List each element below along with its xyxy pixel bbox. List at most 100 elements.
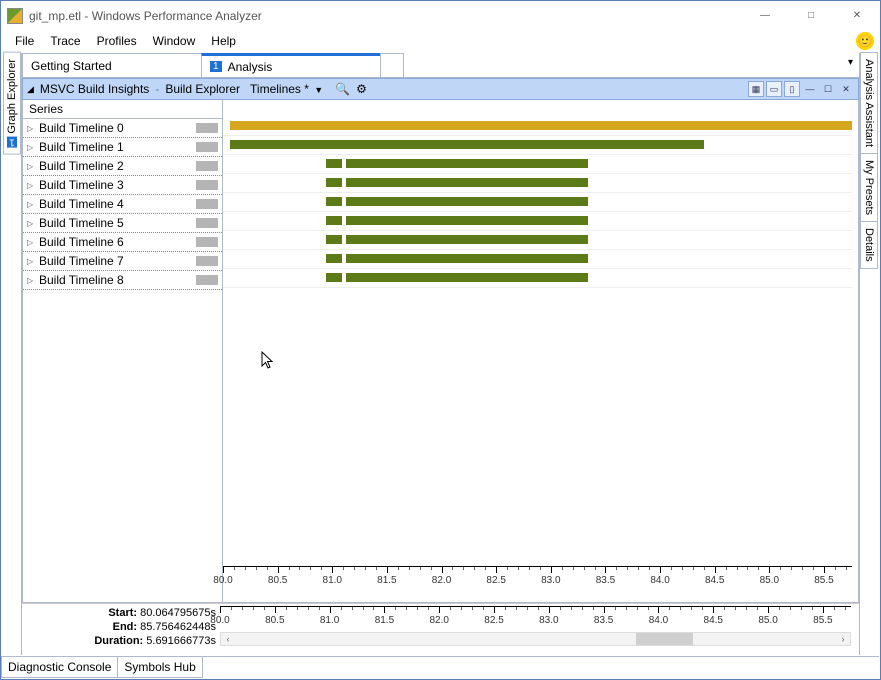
timeline-bar[interactable] [346, 254, 587, 263]
series-label: Build Timeline 4 [39, 197, 124, 211]
timeline-track[interactable] [223, 155, 852, 174]
timeline-bar[interactable] [346, 235, 587, 244]
series-swatch [196, 180, 218, 190]
document-tab-strip: Getting Started1Analysis ▾ [22, 53, 859, 78]
series-row[interactable]: ▷Build Timeline 3 [23, 176, 222, 195]
timeline-bar[interactable] [326, 159, 342, 168]
series-swatch [196, 237, 218, 247]
axis-tick-label: 82.5 [486, 575, 505, 586]
preset-dropdown[interactable]: Timelines * ▼ [250, 82, 323, 96]
status-diagnostic-console[interactable]: Diagnostic Console [1, 656, 118, 678]
breadcrumb-0[interactable]: MSVC Build Insights [40, 82, 149, 96]
menu-profiles[interactable]: Profiles [89, 32, 145, 50]
menu-help[interactable]: Help [203, 32, 244, 50]
expand-icon[interactable]: ▷ [27, 238, 35, 247]
menu-bar: FileTraceProfilesWindowHelp 🙂 [1, 30, 880, 52]
tab-overflow-button[interactable]: ▾ [842, 53, 859, 77]
view-table-icon[interactable]: ▦ [748, 81, 764, 97]
axis-tick-label: 85.0 [760, 575, 779, 586]
expand-icon[interactable]: ▷ [27, 124, 35, 133]
scroll-right-button[interactable]: › [836, 633, 850, 645]
duration-label: Duration: [94, 635, 143, 647]
series-row[interactable]: ▷Build Timeline 2 [23, 157, 222, 176]
minimize-button[interactable]: — [742, 1, 788, 30]
series-swatch [196, 275, 218, 285]
series-row[interactable]: ▷ Build Timeline 4 [23, 195, 222, 214]
menu-trace[interactable]: Trace [42, 32, 88, 50]
timeline-track[interactable] [223, 212, 852, 231]
maximize-button[interactable]: □ [788, 1, 834, 30]
settings-icon[interactable]: ⚙ [356, 82, 367, 96]
doc-tab-getting-started[interactable]: Getting Started [22, 53, 202, 77]
doc-tab-analysis[interactable]: 1Analysis [201, 53, 381, 77]
scroll-left-button[interactable]: ‹ [221, 633, 235, 645]
timeline-track[interactable] [223, 136, 852, 155]
graph-explorer-label: Graph Explorer [6, 59, 18, 134]
series-label: Build Timeline 6 [39, 235, 124, 249]
timeline-chart[interactable]: 80.080.581.081.582.082.583.083.584.084.5… [223, 100, 858, 602]
timeline-track[interactable] [223, 231, 852, 250]
close-panel-icon[interactable]: ✕ [838, 81, 854, 97]
rail-tab-analysis-assistant[interactable]: Analysis Assistant [860, 52, 878, 154]
graph-explorer-tab[interactable]: 1Graph Explorer [3, 52, 21, 155]
timeline-scrollbar[interactable]: ‹ › [220, 632, 851, 646]
series-swatch [196, 142, 218, 152]
timeline-bar[interactable] [230, 140, 704, 149]
expand-icon[interactable]: ▷ [27, 143, 35, 152]
timeline-track[interactable] [223, 174, 852, 193]
expand-icon[interactable]: ▷ [27, 257, 35, 266]
series-row[interactable]: ▷Build Timeline 5 [23, 214, 222, 233]
series-row[interactable]: ▷Build Timeline 1 [23, 138, 222, 157]
series-row[interactable]: ▷Build Timeline 8 [23, 271, 222, 290]
view-chart-icon[interactable]: ▭ [766, 81, 782, 97]
new-tab-button[interactable] [380, 53, 404, 77]
timeline-bar[interactable] [326, 235, 342, 244]
timeline-bar[interactable] [326, 178, 342, 187]
expand-icon[interactable]: ▷ [27, 200, 35, 209]
rail-tab-my-presets[interactable]: My Presets [860, 153, 878, 222]
timeline-bar[interactable] [326, 254, 342, 263]
time-info-strip: Start: 80.064795675s End: 85.756462448s … [22, 603, 859, 655]
collapse-icon[interactable]: ◢ [27, 84, 34, 95]
expand-icon[interactable]: ▷ [27, 162, 35, 171]
search-icon[interactable]: 🔍 [335, 82, 350, 96]
timeline-bar[interactable] [346, 273, 587, 282]
timeline-track[interactable] [223, 117, 852, 136]
timeline-bar[interactable] [326, 273, 342, 282]
expand-icon[interactable]: ▷ [27, 276, 35, 285]
end-value: 85.756462448s [140, 621, 216, 633]
expand-icon[interactable]: ▷ [27, 181, 35, 190]
series-row[interactable]: ▷ Build Timeline 6 [23, 233, 222, 252]
menu-window[interactable]: Window [145, 32, 204, 50]
axis-tick-label: 84.5 [704, 615, 723, 626]
timeline-bar[interactable] [346, 178, 587, 187]
series-row[interactable]: ▷Build Timeline 0 [23, 119, 222, 138]
close-button[interactable]: ✕ [834, 1, 880, 30]
timeline-track[interactable] [223, 193, 852, 212]
series-row[interactable]: ▷Build Timeline 7 [23, 252, 222, 271]
axis-tick-label: 82.0 [432, 575, 451, 586]
rail-tab-details[interactable]: Details [860, 221, 878, 269]
timeline-track[interactable] [223, 269, 852, 288]
timeline-track[interactable] [223, 250, 852, 269]
timeline-bar[interactable] [230, 121, 852, 130]
timeline-bar[interactable] [346, 197, 587, 206]
timeline-bar[interactable] [326, 216, 342, 225]
timeline-bar[interactable] [346, 216, 587, 225]
timeline-bar[interactable] [326, 197, 342, 206]
series-legend-pane: Series ▷Build Timeline 0▷Build Timeline … [23, 100, 223, 602]
start-value: 80.064795675s [140, 607, 216, 619]
maximize-panel-icon[interactable]: ☐ [820, 81, 836, 97]
axis-tick-label: 82.5 [484, 615, 503, 626]
series-swatch [196, 218, 218, 228]
feedback-icon[interactable]: 🙂 [856, 32, 874, 50]
minimize-panel-icon[interactable]: — [802, 81, 818, 97]
status-symbols-hub[interactable]: Symbols Hub [117, 656, 202, 678]
expand-icon[interactable]: ▷ [27, 219, 35, 228]
timeline-bar[interactable] [346, 159, 587, 168]
menu-file[interactable]: File [7, 32, 42, 50]
axis-tick-label: 85.5 [814, 575, 833, 586]
scroll-thumb[interactable] [636, 633, 693, 645]
breadcrumb-1[interactable]: Build Explorer [165, 82, 240, 96]
view-both-icon[interactable]: ▯ [784, 81, 800, 97]
